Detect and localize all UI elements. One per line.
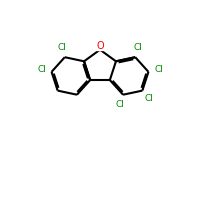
Text: Cl: Cl: [57, 43, 66, 52]
Text: Cl: Cl: [145, 94, 154, 103]
Text: Cl: Cl: [134, 43, 143, 52]
Text: Cl: Cl: [115, 100, 124, 109]
Text: O: O: [96, 41, 104, 51]
Text: Cl: Cl: [37, 65, 46, 74]
Text: Cl: Cl: [154, 65, 163, 74]
